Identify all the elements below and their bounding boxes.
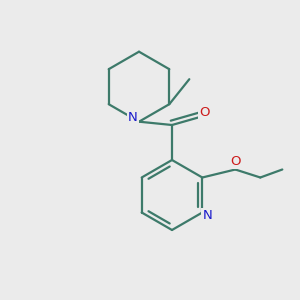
Text: N: N [128,111,138,124]
Text: N: N [202,209,212,222]
Text: O: O [200,106,210,118]
Text: O: O [230,155,241,168]
